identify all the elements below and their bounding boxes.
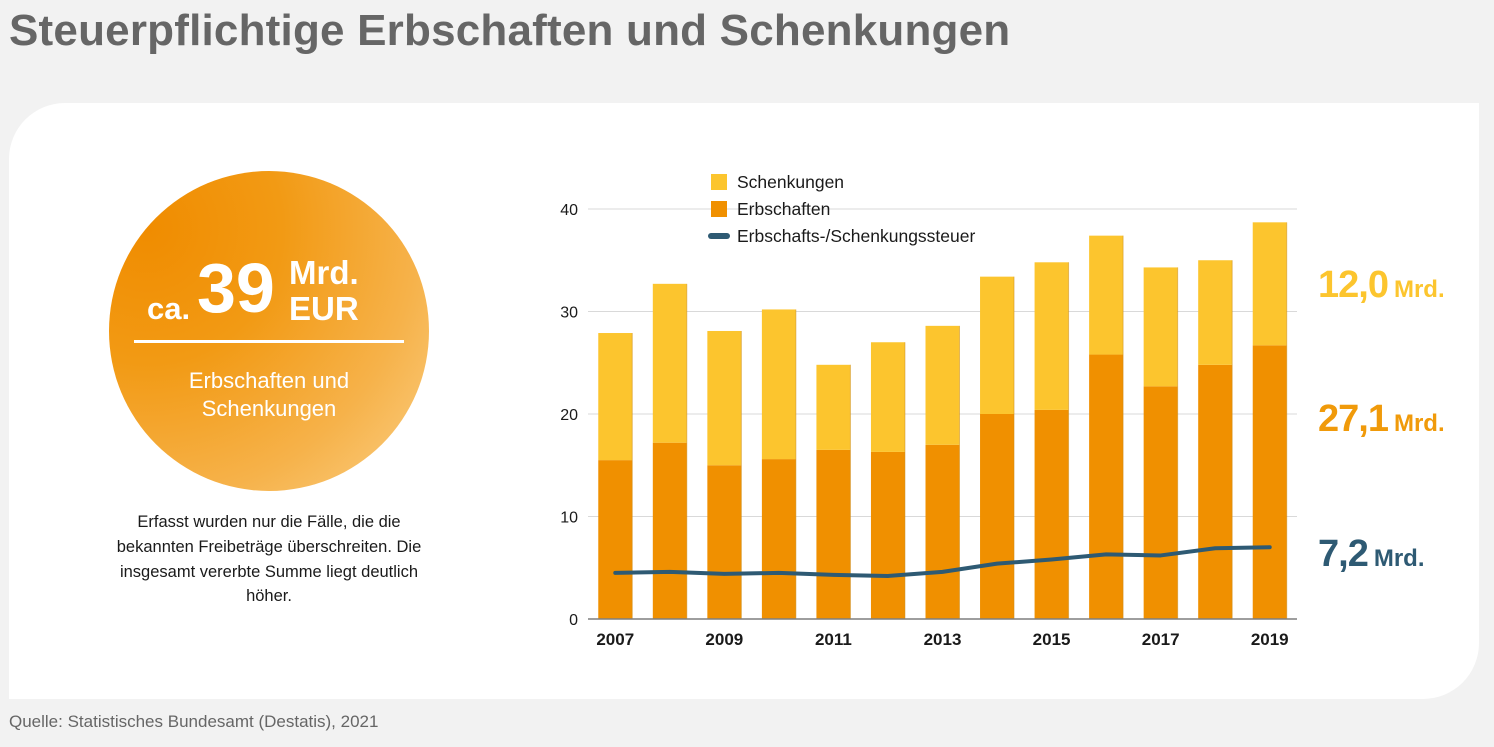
bar-schenkungen bbox=[598, 333, 633, 461]
x-tick-label: 2007 bbox=[596, 630, 634, 649]
legend-label: Erbschaften bbox=[737, 199, 830, 219]
line-point bbox=[613, 571, 617, 575]
legend-swatch bbox=[711, 201, 727, 217]
bar-erbschaften bbox=[980, 414, 1015, 619]
stacked-bar-chart: 0 10 20 30 40 2007 2009 2011 2013 2015 2017 2019 Sch… bbox=[560, 172, 1297, 649]
callout-steuer-unit: Mrd. bbox=[1373, 545, 1425, 572]
line-point bbox=[995, 562, 999, 566]
page-title: Steuerpflichtige Erbschaften und Schenku… bbox=[9, 6, 1011, 55]
line-point bbox=[1268, 545, 1272, 549]
bar-erbschaften bbox=[925, 444, 960, 619]
y-tick-label: 20 bbox=[560, 407, 578, 424]
bar-erbschaften bbox=[1143, 386, 1178, 619]
highlight-prefix: ca. bbox=[147, 291, 191, 326]
highlight-divider bbox=[134, 340, 404, 343]
bar-schenkungen bbox=[761, 309, 796, 460]
callout-steuer: 7,2 Mrd. bbox=[1318, 535, 1425, 573]
bar-schenkungen bbox=[1034, 262, 1069, 410]
bar-schenkungen bbox=[652, 283, 687, 443]
callout-erbschaften-unit: Mrd. bbox=[1393, 410, 1445, 437]
bar-schenkungen bbox=[870, 342, 905, 452]
bar-erbschaften bbox=[1034, 409, 1069, 619]
x-tick-label: 2019 bbox=[1251, 630, 1289, 649]
highlight-value: 39 bbox=[197, 249, 275, 327]
source-note: Quelle: Statistisches Bundesamt (Destati… bbox=[9, 712, 379, 731]
bar-erbschaften bbox=[652, 442, 687, 619]
line-point bbox=[1104, 552, 1108, 556]
bar-erbschaften bbox=[1252, 345, 1287, 619]
y-tick-label: 0 bbox=[569, 612, 578, 629]
highlight-caption: Erbschaften und Schenkungen bbox=[188, 368, 350, 421]
bar-erbschaften bbox=[1089, 354, 1124, 619]
bar-schenkungen bbox=[1089, 235, 1124, 355]
x-tick-label: 2011 bbox=[815, 630, 852, 649]
bar-erbschaften bbox=[761, 459, 796, 619]
legend-label: Schenkungen bbox=[737, 172, 844, 192]
line-point bbox=[886, 574, 890, 578]
bar-schenkungen bbox=[816, 364, 851, 450]
line-point bbox=[722, 572, 726, 576]
legend-label: Erbschafts-/Schenkungssteuer bbox=[737, 226, 975, 246]
bar-erbschaften bbox=[870, 451, 905, 619]
line-point bbox=[1213, 546, 1217, 550]
bar-erbschaften bbox=[598, 460, 633, 619]
callout-schenkungen-unit: Mrd. bbox=[1393, 276, 1445, 303]
bar-schenkungen bbox=[925, 325, 960, 445]
line-point bbox=[831, 573, 835, 577]
bar-schenkungen bbox=[1143, 267, 1178, 387]
x-tick-label: 2013 bbox=[924, 630, 962, 649]
y-tick-label: 10 bbox=[560, 510, 578, 527]
callout-erbschaften-value: 27,1 bbox=[1318, 398, 1389, 440]
line-point bbox=[941, 570, 944, 574]
callout-steuer-value: 7,2 bbox=[1318, 533, 1369, 575]
bar-erbschaften bbox=[1198, 364, 1233, 619]
y-tick-label: 40 bbox=[560, 202, 578, 219]
line-point bbox=[668, 570, 672, 574]
bar-erbschaften bbox=[816, 449, 851, 619]
bar-schenkungen bbox=[707, 330, 742, 466]
y-tick-label: 30 bbox=[560, 305, 578, 322]
line-point bbox=[1050, 558, 1054, 562]
bar-schenkungen bbox=[1198, 260, 1233, 365]
highlight-circle: ca. 39 Mrd. EUR Erbschaften und Schenkun… bbox=[109, 171, 429, 491]
legend-swatch bbox=[711, 174, 727, 190]
bar-erbschaften bbox=[707, 465, 742, 619]
x-tick-label: 2009 bbox=[705, 630, 743, 649]
x-tick-label: 2015 bbox=[1033, 630, 1071, 649]
highlight-note: Erfasst wurden nur die Fälle, die die be… bbox=[116, 513, 422, 606]
x-tick-label: 2017 bbox=[1142, 630, 1180, 649]
highlight-unit: Mrd. EUR bbox=[289, 254, 359, 327]
bar-schenkungen bbox=[1252, 222, 1287, 346]
line-point bbox=[1159, 553, 1163, 557]
bar-schenkungen bbox=[980, 276, 1015, 414]
callout-schenkungen: 12,0 Mrd. bbox=[1318, 266, 1445, 304]
line-point bbox=[777, 571, 781, 575]
callout-erbschaften: 27,1 Mrd. bbox=[1318, 400, 1445, 438]
callout-schenkungen-value: 12,0 bbox=[1318, 264, 1389, 306]
